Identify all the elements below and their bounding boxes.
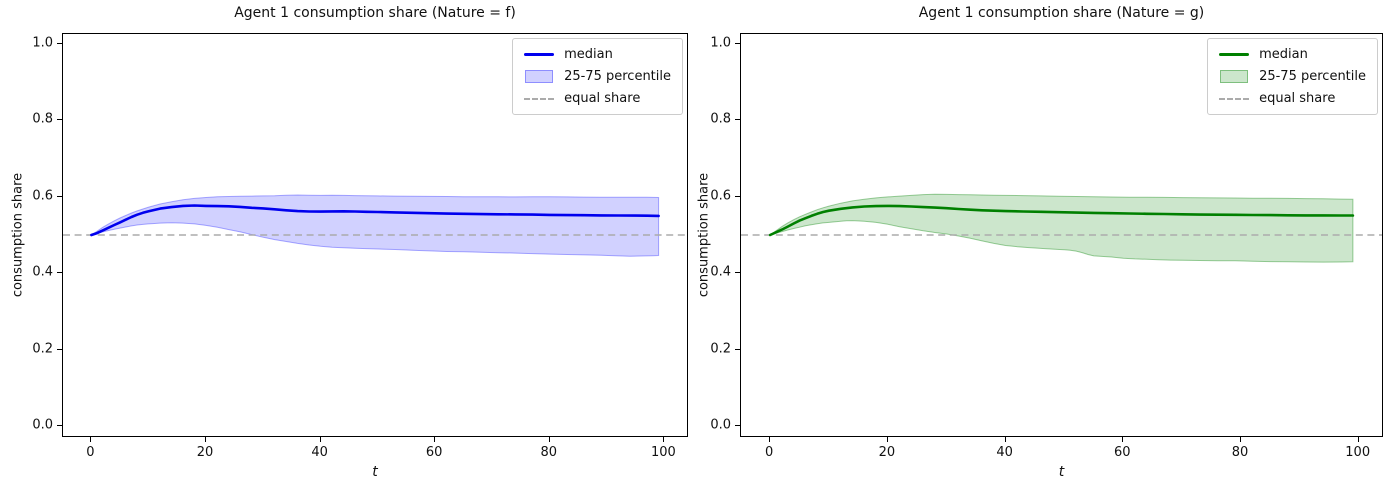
y-tick-label: 0.0 [710, 417, 731, 433]
x-tick-label: 80 [540, 445, 558, 460]
x-tick-label: 80 [1231, 445, 1249, 460]
legend-label: median [564, 47, 613, 62]
percentile-band [91, 194, 660, 257]
y-tick-label: 0.6 [32, 188, 53, 204]
median-line [90, 204, 660, 237]
percentile-band-swatch [525, 70, 554, 83]
x-axis-label: t [372, 464, 378, 480]
x-tick-label: 100 [1345, 445, 1371, 460]
x-tick-mark [90, 437, 92, 442]
percentile-band-swatch [1220, 70, 1249, 83]
legend-item-median: median [1219, 47, 1366, 62]
chart-title: Agent 1 consumption share (Nature = g) [918, 5, 1205, 21]
x-tick-label: 0 [764, 445, 774, 460]
x-tick-mark [886, 437, 888, 442]
percentile-band [769, 193, 1354, 263]
x-tick-mark [434, 437, 436, 442]
y-tick-mark [735, 119, 740, 121]
y-tick-mark [735, 42, 740, 44]
x-tick-mark [1240, 437, 1241, 442]
median-line-swatch [524, 53, 555, 56]
legend-label: 25-75 percentile [1259, 69, 1366, 84]
x-tick-mark [1122, 437, 1124, 442]
y-tick-label: 0.8 [32, 111, 53, 127]
x-tick-mark [769, 437, 771, 442]
chart-title: Agent 1 consumption share (Nature = f) [234, 5, 516, 21]
x-tick-mark [319, 437, 321, 442]
x-tick-mark [1004, 437, 1006, 442]
y-axis-ticks: 0.0 0.2 0.4 0.6 0.8 1.0 [6, 33, 62, 437]
plot-canvas [741, 193, 1382, 263]
median-line [768, 204, 1355, 237]
x-axis-ticks: 0 20 40 60 80 100 [740, 437, 1383, 473]
y-axis-ticks: 0.0 0.2 0.4 0.6 0.8 1.0 [684, 33, 740, 437]
y-tick-mark [57, 272, 62, 274]
x-tick-label: 40 [311, 445, 328, 460]
y-tick-mark [57, 42, 62, 44]
x-tick-label: 0 [86, 445, 95, 460]
y-tick-mark [57, 119, 62, 121]
x-axis-ticks: 0 20 40 60 80 100 [62, 437, 688, 473]
x-tick-label: 100 [650, 445, 676, 460]
x-tick-label: 60 [1114, 445, 1131, 460]
x-tick-label: 40 [996, 445, 1013, 460]
legend-item-equal-share: equal share [524, 91, 671, 106]
y-tick-label: 0.4 [32, 264, 53, 280]
legend-label: equal share [564, 91, 641, 106]
median-line-swatch [1219, 53, 1250, 56]
equal-share-line-swatch [1219, 97, 1250, 100]
y-tick-mark [57, 195, 62, 197]
y-tick-mark [735, 348, 740, 350]
y-tick-label: 0.6 [710, 188, 731, 204]
x-tick-label: 20 [878, 445, 896, 460]
legend-item-percentile: 25-75 percentile [1219, 69, 1366, 84]
x-tick-mark [663, 437, 665, 442]
legend-label: median [1259, 47, 1308, 62]
y-tick-mark [735, 195, 740, 197]
legend-label: equal share [1259, 91, 1336, 106]
legend: median 25-75 percentile equal share [1207, 38, 1378, 115]
y-tick-label: 1.0 [32, 35, 53, 51]
y-tick-label: 0.2 [32, 341, 53, 357]
x-tick-mark [205, 437, 206, 442]
y-tick-mark [57, 348, 62, 350]
x-tick-mark [548, 437, 550, 442]
y-tick-label: 0.0 [32, 417, 53, 433]
legend-item-equal-share: equal share [1219, 91, 1366, 106]
x-tick-label: 60 [425, 445, 443, 460]
chart-nature-g: Agent 1 consumption share (Nature = g) c… [695, 0, 1390, 490]
chart-nature-f: Agent 1 consumption share (Nature = f) c… [6, 5, 688, 480]
y-tick-mark [57, 425, 62, 427]
x-axis-label: t [1058, 464, 1065, 480]
y-tick-mark [735, 425, 740, 427]
legend: median 25-75 percentile equal share [512, 38, 683, 115]
legend-item-percentile: 25-75 percentile [524, 69, 671, 84]
x-tick-label: 20 [196, 445, 214, 460]
legend-item-median: median [524, 47, 671, 62]
legend-label: 25-75 percentile [564, 69, 671, 84]
plot-canvas [63, 194, 687, 257]
plot-area: median 25-75 percentile equal share [62, 33, 688, 437]
y-tick-label: 1.0 [710, 35, 731, 51]
y-tick-mark [735, 272, 740, 274]
y-tick-label: 0.8 [710, 111, 731, 127]
plot-area: median 25-75 percentile equal share [740, 33, 1383, 437]
y-tick-label: 0.4 [710, 264, 731, 280]
x-tick-mark [1357, 437, 1359, 442]
equal-share-line-swatch [524, 97, 555, 100]
y-tick-label: 0.2 [710, 341, 731, 357]
